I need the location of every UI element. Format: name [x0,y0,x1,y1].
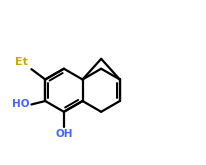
Text: HO: HO [12,99,30,109]
Text: Et: Et [15,57,28,67]
Text: OH: OH [55,129,72,139]
